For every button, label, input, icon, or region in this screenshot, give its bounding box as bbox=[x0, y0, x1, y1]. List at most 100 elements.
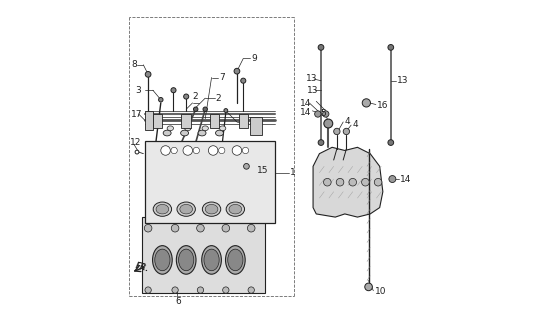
Ellipse shape bbox=[228, 249, 243, 271]
Text: 2: 2 bbox=[192, 92, 198, 101]
Text: 17: 17 bbox=[131, 109, 142, 118]
Circle shape bbox=[135, 150, 139, 154]
Ellipse shape bbox=[180, 130, 189, 136]
Ellipse shape bbox=[202, 202, 221, 216]
Ellipse shape bbox=[155, 249, 170, 271]
Circle shape bbox=[323, 178, 331, 186]
Circle shape bbox=[318, 44, 324, 50]
Circle shape bbox=[171, 147, 177, 154]
Circle shape bbox=[155, 119, 160, 124]
Circle shape bbox=[222, 224, 230, 232]
Ellipse shape bbox=[202, 246, 222, 274]
Ellipse shape bbox=[167, 126, 173, 131]
Circle shape bbox=[158, 98, 163, 102]
Ellipse shape bbox=[156, 204, 169, 214]
Ellipse shape bbox=[198, 130, 206, 136]
Text: 2: 2 bbox=[216, 94, 221, 103]
Circle shape bbox=[197, 287, 204, 293]
Circle shape bbox=[232, 146, 241, 155]
Ellipse shape bbox=[179, 249, 194, 271]
Text: 11: 11 bbox=[244, 117, 256, 126]
Ellipse shape bbox=[177, 246, 196, 274]
Ellipse shape bbox=[180, 204, 192, 214]
Circle shape bbox=[184, 94, 189, 99]
Circle shape bbox=[197, 224, 204, 232]
Text: 8: 8 bbox=[131, 60, 138, 69]
Text: FR.: FR. bbox=[135, 261, 151, 274]
Circle shape bbox=[324, 119, 333, 128]
Circle shape bbox=[203, 107, 207, 111]
Circle shape bbox=[388, 44, 394, 50]
Text: 13: 13 bbox=[397, 76, 409, 85]
Text: 13: 13 bbox=[307, 86, 318, 95]
Circle shape bbox=[349, 178, 356, 186]
Ellipse shape bbox=[204, 249, 219, 271]
Bar bbox=[145, 111, 153, 130]
Circle shape bbox=[172, 287, 178, 293]
Ellipse shape bbox=[205, 204, 218, 214]
Circle shape bbox=[224, 108, 228, 112]
Text: 14: 14 bbox=[300, 99, 311, 108]
Ellipse shape bbox=[163, 130, 171, 136]
Circle shape bbox=[208, 146, 218, 155]
Circle shape bbox=[193, 147, 200, 154]
Circle shape bbox=[171, 224, 179, 232]
Ellipse shape bbox=[202, 126, 208, 131]
Circle shape bbox=[255, 125, 260, 131]
Circle shape bbox=[171, 88, 176, 93]
Text: 5: 5 bbox=[320, 108, 326, 117]
Circle shape bbox=[323, 111, 329, 117]
Circle shape bbox=[388, 140, 394, 145]
Bar bbox=[145, 141, 275, 223]
Ellipse shape bbox=[226, 202, 245, 216]
Circle shape bbox=[212, 119, 217, 124]
Circle shape bbox=[144, 224, 152, 232]
Ellipse shape bbox=[185, 126, 191, 131]
Ellipse shape bbox=[177, 202, 195, 216]
Circle shape bbox=[218, 147, 225, 154]
Text: 12: 12 bbox=[130, 138, 141, 147]
Circle shape bbox=[389, 176, 396, 182]
Circle shape bbox=[336, 178, 344, 186]
Text: 13: 13 bbox=[306, 74, 317, 83]
Circle shape bbox=[244, 164, 249, 169]
Text: 7: 7 bbox=[219, 73, 224, 82]
Text: 4: 4 bbox=[344, 117, 350, 126]
Text: 9: 9 bbox=[251, 54, 257, 63]
Polygon shape bbox=[313, 147, 383, 217]
Bar bbox=[182, 114, 191, 128]
Bar bbox=[250, 117, 262, 135]
Circle shape bbox=[362, 99, 371, 107]
Text: 1: 1 bbox=[290, 168, 296, 177]
Bar bbox=[142, 217, 266, 293]
Circle shape bbox=[161, 146, 170, 155]
Text: 3: 3 bbox=[135, 86, 141, 95]
Circle shape bbox=[241, 119, 246, 124]
Ellipse shape bbox=[219, 126, 226, 131]
Text: 10: 10 bbox=[375, 287, 386, 296]
Circle shape bbox=[248, 224, 255, 232]
Circle shape bbox=[223, 287, 229, 293]
Circle shape bbox=[318, 140, 324, 145]
Text: 15: 15 bbox=[257, 166, 268, 175]
Text: 14: 14 bbox=[400, 174, 412, 184]
Circle shape bbox=[234, 68, 240, 74]
Circle shape bbox=[194, 107, 198, 111]
Circle shape bbox=[241, 78, 246, 83]
Circle shape bbox=[248, 287, 255, 293]
Ellipse shape bbox=[216, 130, 223, 136]
Circle shape bbox=[365, 283, 372, 291]
Circle shape bbox=[315, 111, 321, 117]
Circle shape bbox=[361, 178, 369, 186]
Circle shape bbox=[243, 147, 249, 154]
Circle shape bbox=[184, 119, 189, 124]
Ellipse shape bbox=[226, 246, 245, 274]
Circle shape bbox=[145, 287, 151, 293]
Bar bbox=[239, 114, 248, 128]
Circle shape bbox=[343, 128, 350, 135]
Bar bbox=[210, 114, 219, 128]
Circle shape bbox=[334, 128, 340, 135]
Circle shape bbox=[375, 178, 382, 186]
Text: 4: 4 bbox=[352, 120, 358, 129]
Text: 6: 6 bbox=[175, 297, 181, 306]
